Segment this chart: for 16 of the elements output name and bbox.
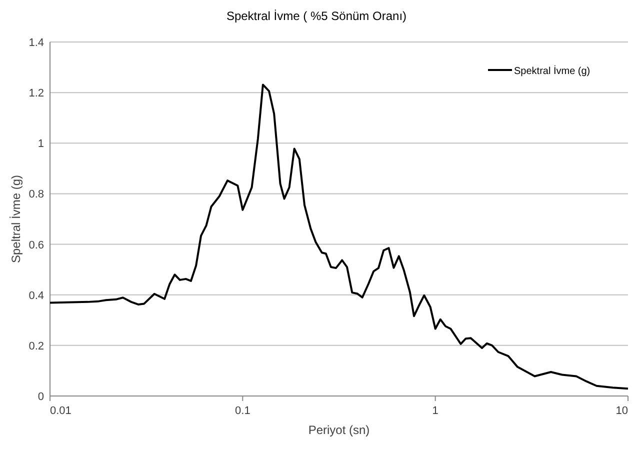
- y-tick-label: 1.2: [28, 88, 44, 100]
- y-tick-label: 0.2: [28, 340, 44, 352]
- y-tick-label: 0.6: [28, 239, 44, 252]
- y-axis-title: Speltral İvme (g): [9, 174, 23, 264]
- x-tick-label: 1: [432, 405, 438, 417]
- y-tick-label: 0.4: [28, 290, 44, 302]
- y-tick-label: 0.8: [28, 188, 44, 201]
- y-tick-label: 1.4: [28, 37, 44, 49]
- x-tick-label: 0.1: [235, 405, 250, 417]
- x-axis-title: Periyot (sn): [308, 423, 370, 437]
- y-tick-label: 0: [38, 391, 44, 403]
- legend-label: Spektral İvme (g): [514, 65, 590, 77]
- x-tick-label: 0.01: [50, 405, 72, 417]
- y-tick-label: 1: [38, 138, 44, 150]
- x-tick-label: 10: [616, 405, 628, 417]
- chart-title: Spektral İvme ( %5 Sönüm Oranı): [226, 9, 407, 23]
